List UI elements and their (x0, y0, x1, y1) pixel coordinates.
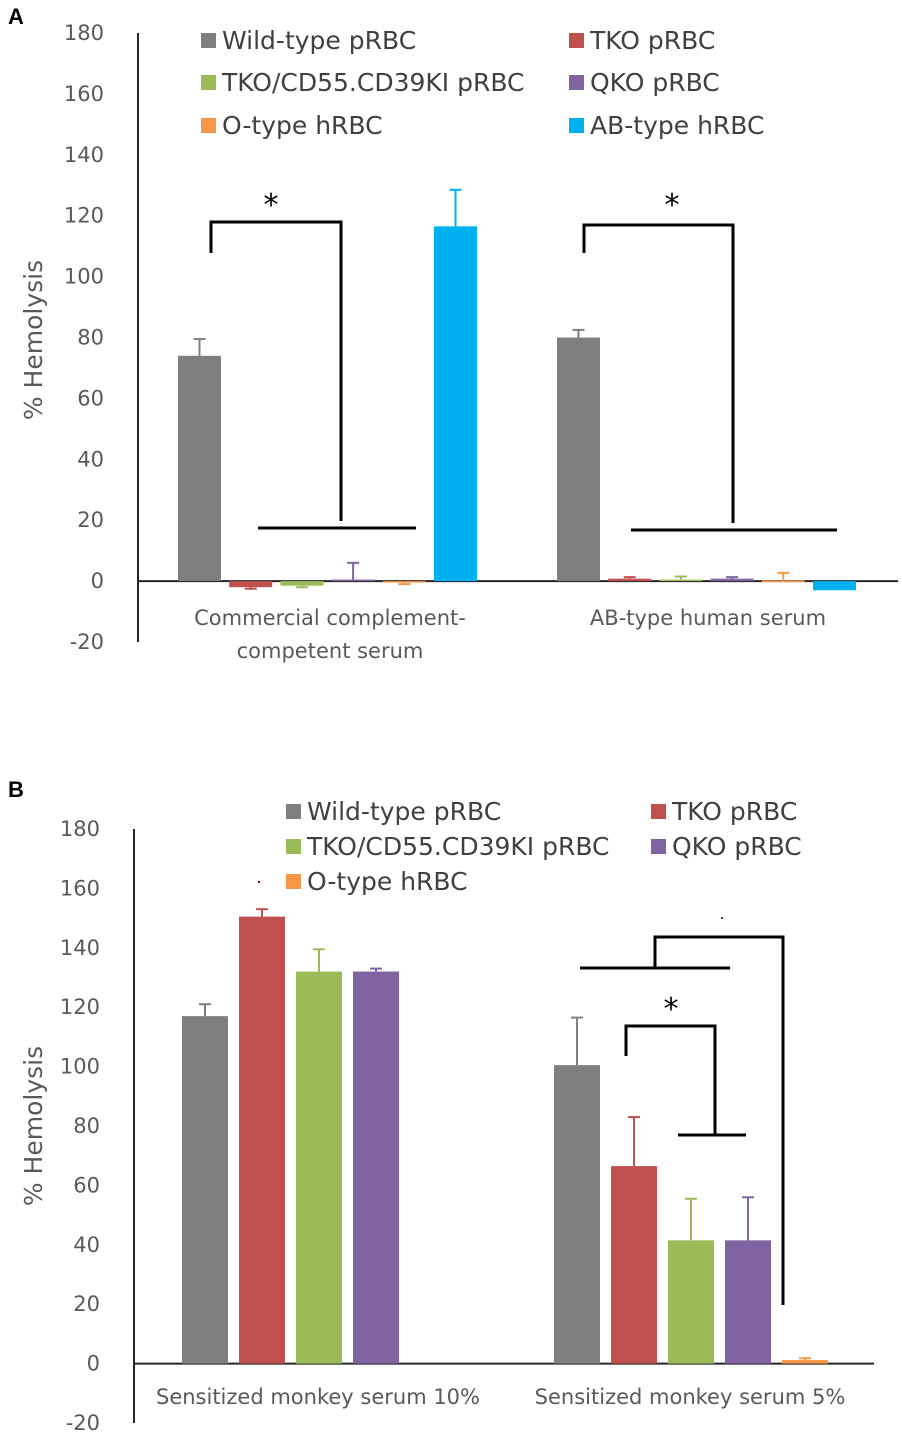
y-tick-label: 100 (64, 265, 104, 289)
bar-o-type-hrbc (782, 1360, 828, 1364)
bar-tko-prbc (608, 578, 652, 582)
bar-tko-cd55-cd39ki-prbc (296, 971, 342, 1364)
legend-label: TKO pRBC (671, 797, 797, 826)
legend-swatch (201, 75, 216, 90)
bar-qko-prbc (725, 1240, 771, 1364)
legend-label: Wild-type pRBC (222, 26, 416, 55)
y-tick-label: 80 (73, 1114, 100, 1138)
significance-star: * (664, 992, 679, 1027)
panel-label: B (8, 777, 24, 802)
y-tick-label: 60 (77, 386, 104, 410)
legend-swatch (651, 804, 666, 819)
stray-dot (258, 881, 260, 883)
bar-wild-type-prbc (557, 337, 600, 582)
bar-tko-cd55-cd39ki-prbc (659, 579, 703, 582)
y-tick-label: 40 (77, 447, 104, 471)
significance-star: * (665, 188, 680, 223)
legend-swatch (569, 118, 584, 133)
bar-tko-cd55-cd39ki-prbc (668, 1240, 714, 1364)
bar-wild-type-prbc (554, 1065, 600, 1364)
category-label: Sensitized monkey serum 10% (156, 1385, 480, 1409)
y-tick-label: 40 (73, 1233, 100, 1257)
panel-b: B -20 0 20 40 60 80 100 120 140 160 180 % Hemolysis S… (8, 777, 874, 1435)
bar-tko-prbc (239, 916, 285, 1364)
legend-swatch (569, 33, 584, 48)
y-tick-label: 140 (64, 143, 104, 167)
bar-tko-prbc (229, 581, 273, 588)
category-label: Commercial complement- (194, 606, 466, 630)
y-tick-label: 20 (73, 1292, 100, 1316)
y-tick-label: 60 (73, 1173, 100, 1197)
y-tick-label: 180 (60, 817, 100, 841)
y-tick-label: 140 (60, 936, 100, 960)
bar-qko-prbc (331, 579, 375, 582)
y-tick-label: -20 (70, 630, 104, 654)
legend-label: Wild-type pRBC (307, 797, 501, 826)
legend-swatch (569, 75, 584, 90)
bar-tko-cd55-cd39ki-prbc (280, 581, 324, 586)
bar-wild-type-prbc (182, 1016, 228, 1364)
legend-label: AB-type hRBC (590, 111, 764, 140)
legend-label: TKO/CD55.CD39KI pRBC (306, 832, 610, 861)
legend-label: TKO pRBC (589, 26, 715, 55)
y-tick-label: 0 (91, 569, 104, 593)
bar-wild-type-prbc (178, 355, 221, 582)
y-axis-label: % Hemolysis (19, 260, 48, 420)
legend-label: O-type hRBC (222, 111, 383, 140)
legend-swatch (286, 874, 301, 889)
y-tick-label: 120 (60, 995, 100, 1019)
bar-ab-type-hrbc (813, 581, 856, 591)
panel-label: A (8, 4, 24, 29)
panel-a: A -20 0 20 40 60 80 100 120 140 160 180 % Hemolysis C… (8, 4, 898, 663)
significance-bracket (653, 935, 785, 1305)
significance-bracket (209, 220, 343, 521)
category-label: Sensitized monkey serum 5% (535, 1385, 846, 1409)
legend-swatch (201, 33, 216, 48)
legend-label: TKO/CD55.CD39KI pRBC (221, 68, 525, 97)
legend-label: O-type hRBC (307, 867, 468, 896)
significance-star: * (264, 188, 279, 223)
legend-swatch (286, 804, 301, 819)
bar-ab-type-hrbc (434, 226, 477, 582)
y-tick-label: 160 (60, 876, 100, 900)
legend-swatch (201, 118, 216, 133)
y-tick-label: 120 (64, 204, 104, 228)
legend-label: QKO pRBC (672, 832, 802, 861)
significance-bracket (582, 223, 735, 523)
bar-o-type-hrbc (382, 581, 426, 583)
y-tick-label: 20 (77, 508, 104, 532)
bar-qko-prbc (353, 971, 399, 1364)
category-label: competent serum (237, 639, 424, 663)
y-tick-label: 0 (87, 1352, 100, 1376)
y-axis-label: % Hemolysis (19, 1046, 48, 1206)
legend-swatch (286, 839, 301, 854)
category-label: AB-type human serum (590, 606, 826, 630)
y-tick-label: 180 (64, 21, 104, 45)
y-tick-label: 100 (60, 1055, 100, 1079)
legend-label: QKO pRBC (590, 68, 720, 97)
y-tick-label: 80 (77, 326, 104, 350)
bar-tko-prbc (611, 1166, 657, 1364)
legend-swatch (651, 839, 666, 854)
significance-bracket (624, 1024, 717, 1135)
stray-dot (721, 917, 723, 919)
y-tick-label: -20 (66, 1411, 100, 1435)
bar-qko-prbc (710, 578, 754, 582)
bar-o-type-hrbc (761, 580, 805, 582)
y-tick-label: 160 (64, 82, 104, 106)
